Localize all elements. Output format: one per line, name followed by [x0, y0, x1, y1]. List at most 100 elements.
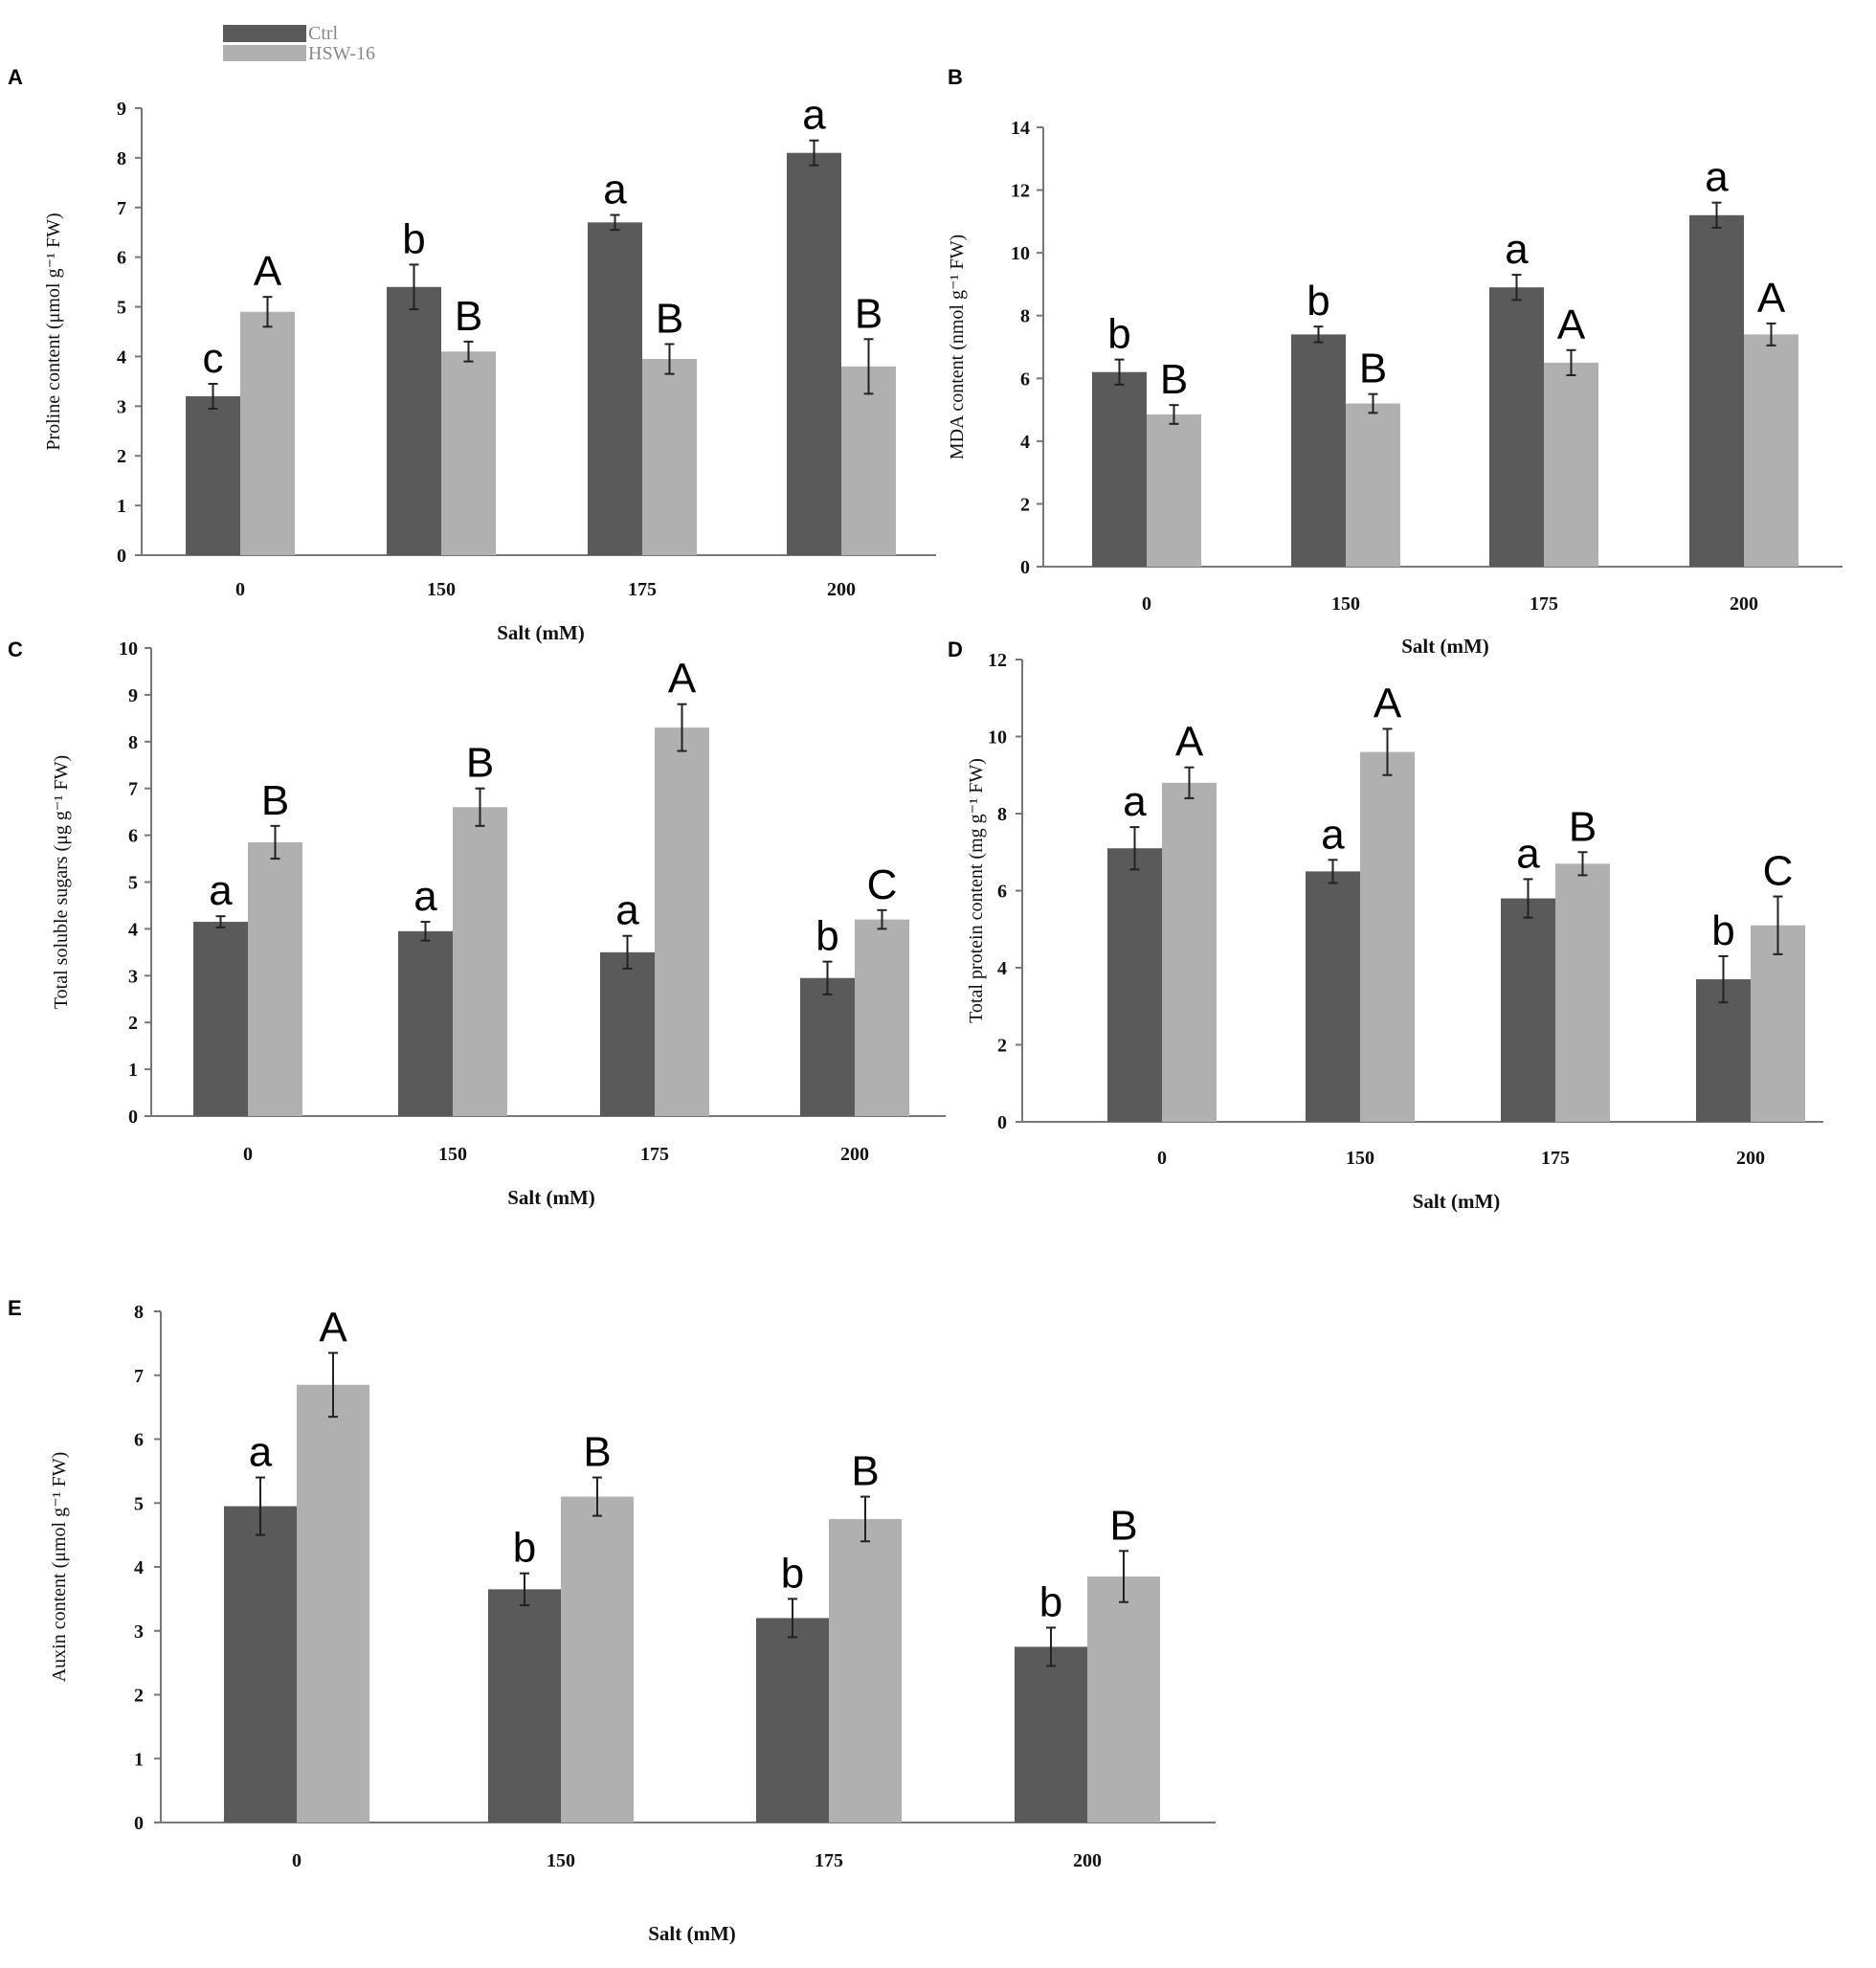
x-tick-label-e-0: 0 [292, 1850, 302, 1871]
x-tick-label-d-150: 150 [1346, 1148, 1374, 1169]
significance-letter-e-hsw16-150: B [583, 1429, 611, 1476]
significance-letter-c-ctrl-150: a [413, 873, 437, 920]
x-tick-label-d-175: 175 [1541, 1148, 1570, 1169]
x-tick-label-c-200: 200 [840, 1144, 869, 1165]
y-tick-label-a: 9 [117, 99, 126, 120]
legend-swatch-ctrl [223, 25, 306, 42]
x-tick-label-b-175: 175 [1530, 593, 1558, 615]
bar-e-ctrl-150 [488, 1589, 561, 1823]
x-axis-title-a: Salt (mM) [497, 621, 585, 644]
y-tick-label-a: 7 [117, 198, 126, 219]
y-tick-label-e: 3 [134, 1621, 144, 1643]
x-axis-title-e: Salt (mM) [648, 1922, 736, 1945]
x-tick-label-d-0: 0 [1157, 1148, 1167, 1169]
x-tick-label-c-0: 0 [243, 1144, 253, 1165]
panel-letter-e: E [8, 1296, 22, 1320]
y-tick-label-a: 5 [117, 298, 126, 319]
y-tick-label-d: 6 [997, 882, 1007, 903]
y-tick-label-b: 12 [1011, 181, 1030, 202]
y-tick-label-b: 6 [1020, 369, 1030, 390]
significance-letter-e-ctrl-200: b [1039, 1578, 1062, 1625]
y-axis-title-d: Total protein content (mg g⁻¹ FW) [966, 758, 987, 1023]
bar-a-ctrl-175 [588, 222, 642, 555]
significance-letter-e-hsw16-175: B [851, 1448, 879, 1495]
x-tick-label-e-175: 175 [815, 1850, 843, 1871]
significance-letter-a-ctrl-150: b [402, 215, 425, 262]
significance-letter-b-ctrl-175: a [1505, 226, 1529, 273]
bar-c-ctrl-200 [800, 977, 855, 1116]
significance-letter-c-hsw16-175: A [668, 656, 697, 703]
bar-c-ctrl-150 [398, 930, 453, 1116]
significance-letter-e-ctrl-175: b [781, 1550, 804, 1597]
y-tick-label-d: 12 [988, 650, 1007, 671]
y-tick-label-c: 8 [128, 732, 138, 753]
panel-letter-d: D [948, 637, 963, 661]
y-tick-label-b: 2 [1020, 494, 1030, 515]
significance-letter-a-ctrl-175: a [603, 167, 627, 213]
y-tick-label-a: 8 [117, 148, 126, 169]
y-tick-label-c: 1 [128, 1060, 138, 1081]
significance-letter-c-hsw16-0: B [261, 777, 289, 824]
y-tick-label-b: 10 [1011, 243, 1030, 264]
x-tick-label-e-150: 150 [547, 1850, 575, 1871]
y-tick-label-e: 2 [134, 1686, 144, 1707]
bar-b-hsw16-200 [1744, 334, 1798, 567]
x-tick-label-c-175: 175 [640, 1144, 669, 1165]
bar-b-ctrl-200 [1689, 214, 1744, 568]
x-tick-label-a-175: 175 [628, 579, 657, 600]
bar-c-hsw16-150 [453, 807, 507, 1116]
significance-letter-a-hsw16-150: B [455, 293, 482, 340]
panel-letter-b: B [948, 65, 963, 89]
significance-letter-d-hsw16-175: B [1569, 803, 1597, 850]
bar-b-hsw16-175 [1544, 362, 1598, 567]
y-tick-label-c: 2 [128, 1013, 138, 1034]
significance-letter-e-hsw16-0: A [319, 1304, 347, 1351]
bar-e-hsw16-175 [829, 1518, 902, 1823]
bar-e-ctrl-200 [1015, 1646, 1087, 1823]
x-axis-title-c: Salt (mM) [507, 1186, 595, 1209]
bar-a-hsw16-200 [841, 366, 896, 555]
significance-letter-b-ctrl-150: b [1306, 278, 1329, 324]
bar-d-ctrl-150 [1306, 871, 1360, 1122]
x-tick-label-a-0: 0 [235, 579, 245, 600]
legend: Ctrl HSW-16 [223, 23, 375, 64]
bar-c-ctrl-175 [600, 951, 655, 1116]
y-axis-title-c: Total soluble sugars (μg g⁻¹ FW) [51, 755, 72, 1009]
x-tick-label-c-150: 150 [438, 1144, 467, 1165]
bar-d-ctrl-0 [1107, 848, 1162, 1122]
y-tick-label-b: 14 [1011, 118, 1030, 139]
bar-a-hsw16-150 [441, 351, 496, 555]
bar-d-hsw16-150 [1360, 751, 1415, 1122]
significance-letter-d-hsw16-150: A [1374, 680, 1402, 727]
x-tick-label-e-200: 200 [1073, 1850, 1102, 1871]
y-tick-label-a: 0 [117, 546, 126, 567]
bar-c-hsw16-200 [855, 919, 909, 1116]
x-tick-label-d-200: 200 [1736, 1148, 1765, 1169]
significance-letter-e-hsw16-200: B [1109, 1502, 1137, 1549]
x-tick-label-b-0: 0 [1142, 593, 1151, 615]
y-tick-label-a: 6 [117, 248, 126, 269]
x-tick-label-a-200: 200 [827, 579, 856, 600]
bar-a-hsw16-175 [642, 359, 697, 555]
x-axis-title-b: Salt (mM) [1401, 635, 1489, 658]
y-tick-label-a: 4 [117, 347, 126, 368]
x-tick-label-a-150: 150 [427, 579, 456, 600]
bar-d-hsw16-200 [1751, 925, 1805, 1122]
bar-e-hsw16-150 [561, 1496, 634, 1823]
y-tick-label-d: 10 [988, 727, 1007, 749]
significance-letter-b-hsw16-200: A [1757, 275, 1786, 322]
y-tick-label-e: 7 [134, 1366, 144, 1387]
y-tick-label-c: 3 [128, 966, 138, 987]
bar-e-hsw16-0 [297, 1384, 369, 1823]
bar-e-hsw16-200 [1087, 1577, 1160, 1823]
significance-letter-a-ctrl-200: a [802, 92, 826, 139]
significance-letter-c-ctrl-175: a [615, 887, 639, 934]
significance-letter-b-hsw16-150: B [1359, 346, 1387, 392]
y-tick-label-b: 8 [1020, 306, 1030, 327]
bar-a-ctrl-200 [787, 152, 841, 555]
bar-a-hsw16-0 [240, 311, 295, 555]
y-axis-title-a: Proline content (μmol g⁻¹ FW) [43, 212, 64, 450]
